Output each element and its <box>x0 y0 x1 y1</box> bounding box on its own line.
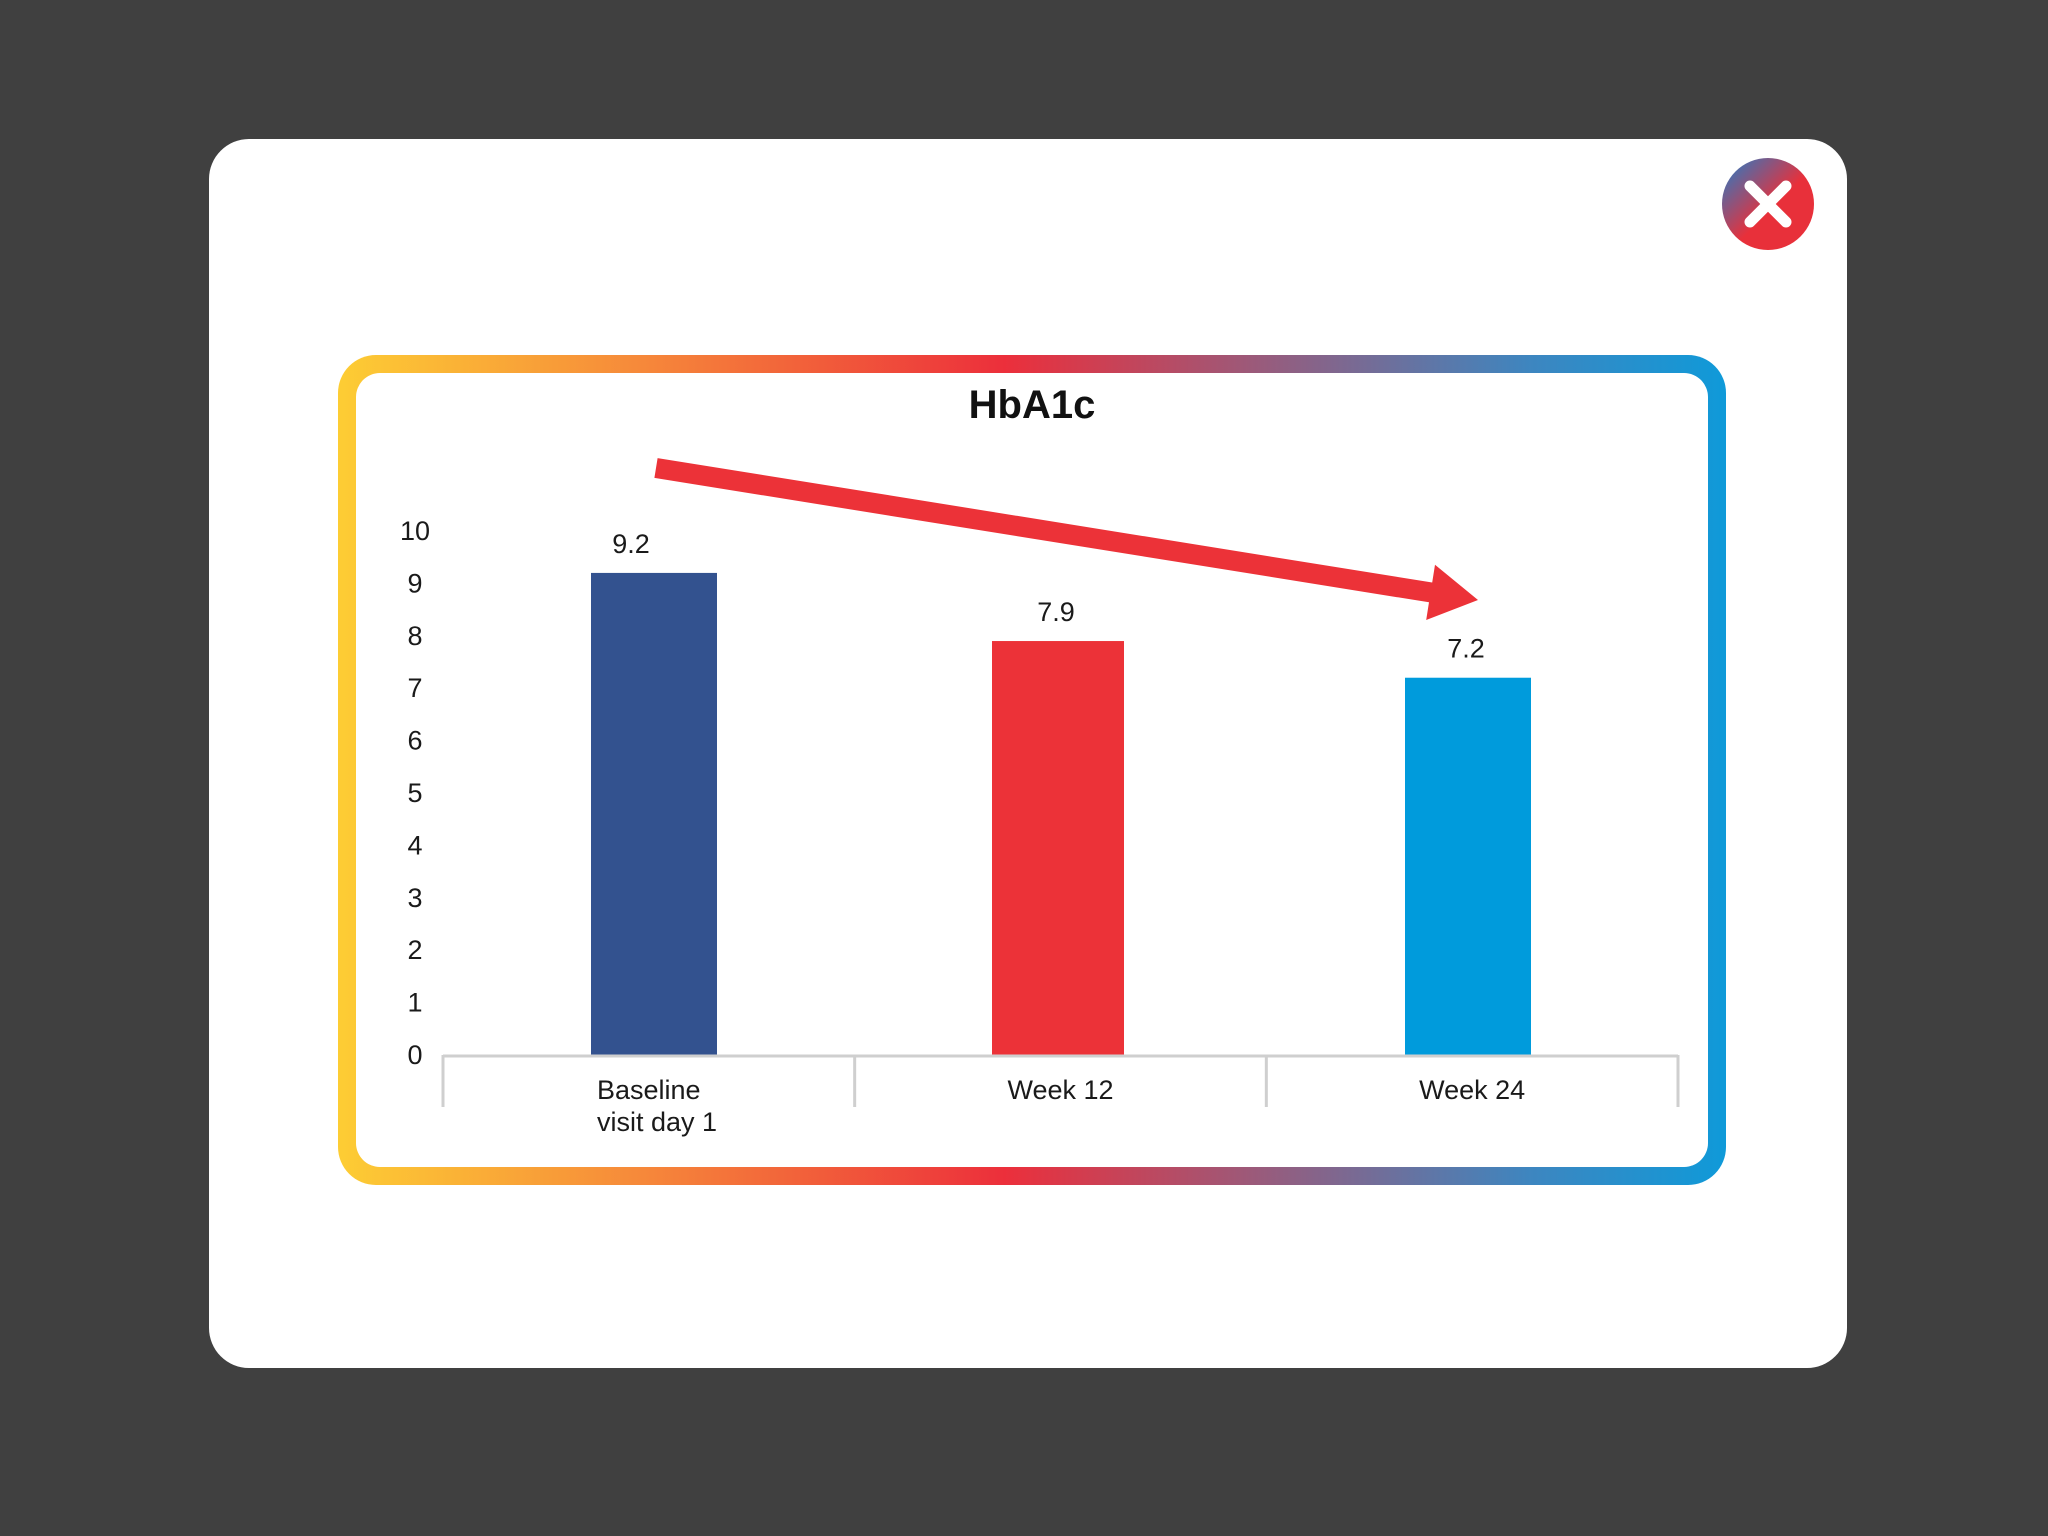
close-button[interactable] <box>1722 158 1814 250</box>
bar-value-label: 7.9 <box>1037 597 1075 627</box>
x-category-label-line: Baseline <box>597 1075 701 1105</box>
y-tick-label: 0 <box>407 1040 422 1070</box>
y-tick-label: 4 <box>407 830 422 860</box>
bar-value-label: 9.2 <box>612 529 650 559</box>
bars: 9.2 7.9 7.2 <box>591 529 1531 1055</box>
bar-2 <box>1405 677 1531 1055</box>
chart-title: HbA1c <box>969 383 1096 427</box>
y-tick-label: 5 <box>407 778 422 808</box>
y-tick-label: 6 <box>407 726 422 756</box>
x-category-label: Week 12 <box>1007 1075 1113 1105</box>
hba1c-bar-chart: HbA1c 0 1 2 3 4 5 6 7 8 9 10 9.2 7.9 7.2 Baseline vis… <box>400 383 1680 1137</box>
y-tick-label: 7 <box>407 673 422 703</box>
bar-value-label: 7.2 <box>1447 634 1485 664</box>
x-axis: Baseline visit day 1 Week 12 Week 24 <box>441 1054 1680 1137</box>
x-category-label-line: Week 24 <box>1419 1075 1525 1105</box>
x-category-label: Week 24 <box>1419 1075 1525 1105</box>
trend-arrow-icon <box>654 458 1478 620</box>
y-tick-label: 1 <box>407 988 422 1018</box>
x-category-label-line: Week 12 <box>1007 1075 1113 1105</box>
trend-arrow-layer <box>654 458 1478 620</box>
bar-0 <box>591 572 717 1055</box>
close-x-icon <box>1744 180 1792 228</box>
x-category-label-line: visit day 1 <box>597 1107 717 1137</box>
y-tick-label: 3 <box>407 883 422 913</box>
y-tick-label: 9 <box>407 568 422 598</box>
x-category-label: Baseline visit day 1 <box>597 1075 717 1137</box>
y-tick-label: 10 <box>400 516 430 546</box>
y-tick-label: 8 <box>407 621 422 651</box>
y-axis: 0 1 2 3 4 5 6 7 8 9 10 <box>400 516 430 1070</box>
y-tick-label: 2 <box>407 935 422 965</box>
bar-1 <box>992 641 1124 1055</box>
